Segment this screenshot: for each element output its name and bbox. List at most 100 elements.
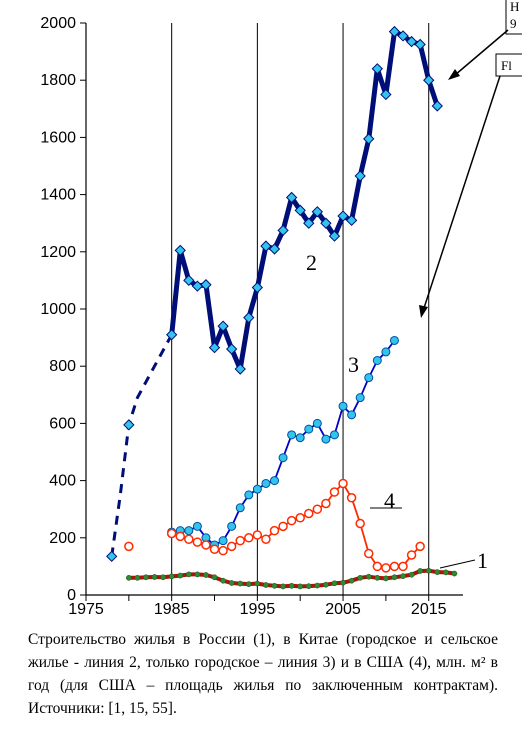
series-3-point-11 <box>261 478 271 488</box>
figure-caption: Строительство жилья в России (1), в Кита… <box>28 628 498 720</box>
series-4-point-8 <box>235 535 245 546</box>
series-2-single-marker-0 <box>106 550 118 563</box>
series-1-point-38 <box>451 570 458 577</box>
series-3-point-18 <box>321 434 331 444</box>
series-1-point-1 <box>134 574 141 581</box>
series-4-point-27 <box>398 561 408 572</box>
series-2-point-11 <box>260 240 272 252</box>
series-3-point-22 <box>355 393 365 403</box>
callout-text-top-line1: Н <box>510 0 519 14</box>
series-3-point-23 <box>364 373 374 383</box>
series-1-point-29 <box>374 574 381 581</box>
series-3-point-12 <box>270 476 279 486</box>
series-1-point-30 <box>383 575 389 582</box>
series-4-point-13 <box>278 521 288 532</box>
series-4-point-20 <box>338 478 348 489</box>
series-2-point-19 <box>328 230 341 242</box>
series-2-point-14 <box>285 191 298 204</box>
series-2-point-9 <box>243 311 255 324</box>
series-3-point-10 <box>252 484 262 494</box>
series-2-point-24 <box>371 63 383 75</box>
series-4-point-7 <box>226 541 237 552</box>
series-2-point-28 <box>405 35 418 48</box>
series-2-point-4 <box>200 279 212 291</box>
series-1-point-0 <box>125 574 132 581</box>
series-1-point-9 <box>203 572 209 578</box>
series-3-point-24 <box>372 355 382 365</box>
markers-group: 1 2 3 4 <box>106 25 493 590</box>
series-1-point-15 <box>254 580 261 587</box>
series-1-point-24 <box>331 580 338 587</box>
series-4-point-18 <box>321 498 331 509</box>
series-4-point-15 <box>295 513 305 523</box>
series-3-point-20 <box>338 401 348 411</box>
line-label-2: 2 <box>306 250 317 275</box>
series-2-point-16 <box>303 217 315 229</box>
series-4-point-0 <box>166 528 177 539</box>
series-1-point-12 <box>228 580 235 586</box>
x-tick-label-1985: 1985 <box>154 601 190 615</box>
series-2-point-27 <box>397 30 409 42</box>
label-1-leader <box>439 559 476 569</box>
y-tick-label-1600: 1600 <box>40 129 76 146</box>
series-2-point-10 <box>251 281 264 294</box>
series-3-point-2 <box>184 526 194 536</box>
series-1-point-8 <box>194 571 201 578</box>
series-2-point-31 <box>431 100 443 112</box>
series-3-point-7 <box>227 521 237 531</box>
series-1-point-5 <box>168 573 175 580</box>
series-4-point-6 <box>218 545 228 556</box>
callout-arrow-3 <box>423 75 501 309</box>
series-4-point-5 <box>209 544 220 554</box>
series-3-point-13 <box>278 453 288 463</box>
series-2-dashed-line <box>110 333 174 557</box>
series-2-point-22 <box>354 170 366 182</box>
series-1-point-27 <box>357 574 364 581</box>
series-1-point-22 <box>314 582 321 589</box>
series-3-line <box>171 339 396 546</box>
series-4-point-11 <box>261 534 271 544</box>
series-1-point-17 <box>271 582 278 589</box>
series-1-point-2 <box>143 574 149 581</box>
line-label-1: 1 <box>477 548 488 573</box>
series-1-point-25 <box>340 579 346 586</box>
series-4-point-14 <box>286 515 297 526</box>
series-2-point-12 <box>268 243 281 255</box>
series-1-point-28 <box>365 573 372 580</box>
series-1-point-7 <box>185 571 192 578</box>
series-2-line <box>169 29 440 372</box>
callout-box-bottom: Fl <box>495 53 522 77</box>
series-3-point-17 <box>312 418 322 428</box>
callout-text-top-line2: 9 <box>510 16 517 31</box>
series-2-point-8 <box>234 363 246 375</box>
series-4-point-19 <box>329 487 340 497</box>
series-1-point-23 <box>323 581 329 588</box>
series-2-point-15 <box>294 204 306 216</box>
series-3-point-16 <box>304 424 314 434</box>
series-2-point-3 <box>191 280 204 292</box>
series-1-point-34 <box>417 568 424 574</box>
series-2-point-1 <box>174 244 186 257</box>
series-group <box>110 29 455 589</box>
y-tick-label-400: 400 <box>49 473 76 490</box>
series-1-point-20 <box>297 583 304 590</box>
series-1-point-6 <box>177 572 184 579</box>
y-tick-label-200: 200 <box>49 530 76 547</box>
callout-arrow-2 <box>454 29 509 76</box>
callout-arrows <box>419 29 509 318</box>
series-3-point-8 <box>235 503 245 513</box>
series-1-point-35 <box>425 567 432 574</box>
series-3-point-15 <box>295 433 305 443</box>
series-4-point-26 <box>389 561 400 572</box>
y-tick-label-800: 800 <box>49 358 76 375</box>
grid-lines <box>85 23 430 595</box>
series-1-point-18 <box>280 583 286 590</box>
series-3-point-19 <box>329 430 339 440</box>
series-2-point-13 <box>277 224 289 237</box>
series-4-point-10 <box>252 530 263 540</box>
series-1-point-37 <box>443 569 449 576</box>
series-2-point-23 <box>363 133 375 145</box>
y-tick-label-2000: 2000 <box>40 15 76 32</box>
x-tick-label-1975: 1975 <box>68 601 104 615</box>
series-2-point-5 <box>208 341 221 354</box>
